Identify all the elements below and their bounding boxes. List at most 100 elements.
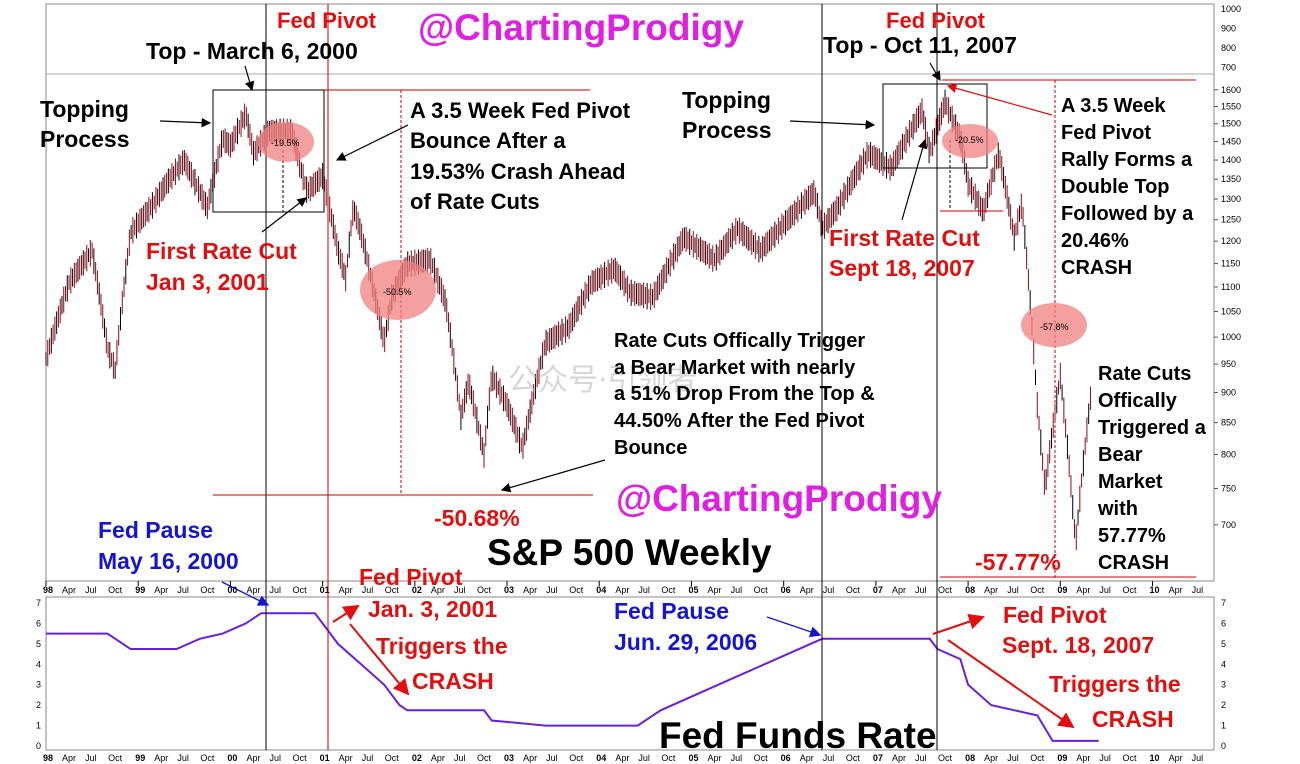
x-month-label-top: Jul xyxy=(85,585,97,595)
arrow-rally xyxy=(946,83,1053,116)
x-year-label-top: 01 xyxy=(320,585,330,595)
price-y-tick-label: 900 xyxy=(1221,388,1236,398)
pause-1-a: Fed Pause xyxy=(98,517,213,543)
handle-top: @ChartingProdigy xyxy=(418,7,744,48)
rate-y-tick-label-left: 7 xyxy=(36,598,41,608)
rally-line-1: A 3.5 Week xyxy=(1061,95,1166,117)
x-month-label-top: Apr xyxy=(431,585,445,595)
arrow-pause-2 xyxy=(766,616,822,638)
arrow-pivot-3 xyxy=(332,604,360,623)
price-y-tick-label: 1600 xyxy=(1221,85,1241,95)
first-cut-1-b: Jan 3, 2001 xyxy=(146,269,269,295)
x-month-label-bottom: Oct xyxy=(1030,753,1045,763)
x-month-label-bottom: Jul xyxy=(731,753,743,763)
x-month-label-top: Apr xyxy=(1169,585,1183,595)
price-y-tick-label: 850 xyxy=(1221,418,1236,428)
x-month-label-bottom: Oct xyxy=(938,753,953,763)
x-year-label-top: 08 xyxy=(965,585,975,595)
x-month-label-bottom: Oct xyxy=(846,753,861,763)
x-year-label-top: 07 xyxy=(873,585,883,595)
price-y-tick-label: 800 xyxy=(1221,450,1236,460)
first-cut-2-a: First Rate Cut xyxy=(829,225,980,251)
x-month-label-bottom: Oct xyxy=(477,753,492,763)
x-month-label-top: Oct xyxy=(569,585,584,595)
price-y-tick-label: 1500 xyxy=(1221,119,1241,129)
x-month-label-bottom: Apr xyxy=(523,753,537,763)
topping-2-b: Process xyxy=(682,117,772,143)
arrow-bounce xyxy=(335,124,409,161)
x-month-label-bottom: Apr xyxy=(431,753,445,763)
x-month-label-bottom: Jul xyxy=(638,753,650,763)
pivot-4-a: Fed Pivot xyxy=(1003,602,1107,628)
price-y-tick-label: 700 xyxy=(1221,63,1236,73)
pause-1-b: May 16, 2000 xyxy=(98,548,239,574)
x-month-label-top: Apr xyxy=(339,585,353,595)
pivot-3-b: Jan. 3, 2001 xyxy=(368,596,497,622)
trig-1-a: Triggers the xyxy=(376,633,508,659)
x-month-label-bottom: Jul xyxy=(85,753,97,763)
rate-y-tick-label-left: 5 xyxy=(36,639,41,649)
x-month-label-top: Jul xyxy=(731,585,743,595)
price-y-tick-label: 1000 xyxy=(1221,332,1241,342)
x-month-label-top: Apr xyxy=(892,585,906,595)
rally-line-2: Fed Pivot xyxy=(1061,122,1151,144)
x-year-label-top: 03 xyxy=(504,585,514,595)
rate-series xyxy=(46,612,1099,742)
x-month-label-bottom: Apr xyxy=(339,753,353,763)
topping-1-b: Process xyxy=(40,126,130,152)
bear2-line-3: Triggered a xyxy=(1098,417,1207,439)
trig-2-a: Triggers the xyxy=(1049,671,1181,697)
bear2-line-8: CRASH xyxy=(1098,552,1169,574)
x-month-label-bottom: Jul xyxy=(1192,753,1204,763)
rate-y-tick-label-right: 4 xyxy=(1221,659,1226,669)
price-y-tick-label: 1100 xyxy=(1221,282,1240,292)
price-y-tick-label: 1200 xyxy=(1221,236,1241,246)
price-y-tick-label: 1050 xyxy=(1221,306,1241,316)
arrow-first-cut-1 xyxy=(261,197,307,233)
arrow-topping-1 xyxy=(159,117,212,128)
price-y-tick-label: 1550 xyxy=(1221,101,1241,111)
x-year-label-bottom: 06 xyxy=(781,753,791,763)
pivot-3-a: Fed Pivot xyxy=(359,564,463,590)
bear-line-4: 44.50% After the Fed Pivot xyxy=(614,410,865,432)
x-month-label-top: Oct xyxy=(200,585,215,595)
x-month-label-bottom: Jul xyxy=(454,753,466,763)
x-month-label-top: Jul xyxy=(1192,585,1204,595)
price-y-tick-label: 1250 xyxy=(1221,215,1241,225)
rate-y-tick-label-right: 5 xyxy=(1221,639,1226,649)
x-month-label-top: Apr xyxy=(62,585,76,595)
x-month-label-top: Apr xyxy=(523,585,537,595)
bear-line-2: a Bear Market with nearly xyxy=(614,357,856,379)
rate-y-tick-label-left: 2 xyxy=(36,700,41,710)
x-month-label-top: Jul xyxy=(823,585,835,595)
x-year-label-top: 10 xyxy=(1150,585,1160,595)
arrow-topping-2 xyxy=(789,119,876,130)
arrow-top-2007 xyxy=(929,62,941,82)
x-month-label-top: Jul xyxy=(1099,585,1111,595)
bounce-line-4: of Rate Cuts xyxy=(410,189,540,214)
x-month-label-bottom: Jul xyxy=(1007,753,1019,763)
x-year-label-bottom: 98 xyxy=(43,753,53,763)
price-y-tick-label: 900 xyxy=(1221,24,1236,34)
pause-2-a: Fed Pause xyxy=(614,598,729,624)
x-month-label-bottom: Jul xyxy=(362,753,374,763)
x-month-label-top: Oct xyxy=(661,585,676,595)
oval-57-8-label: -57.8% xyxy=(1040,322,1069,332)
drop-57-77: -57.77% xyxy=(975,549,1061,575)
x-month-label-bottom: Apr xyxy=(800,753,814,763)
axis-ticks: 1600155015001450140013501300125012001150… xyxy=(36,4,1241,763)
rally-line-6: 20.46% xyxy=(1061,230,1129,252)
top-2000: Top - March 6, 2000 xyxy=(146,38,358,64)
bear-line-3: a 51% Drop From the Top & xyxy=(614,383,875,405)
price-y-tick-label: 950 xyxy=(1221,359,1236,369)
bear2-line-4: Bear xyxy=(1098,444,1143,466)
x-month-label-top: Oct xyxy=(846,585,861,595)
top-2007: Top - Oct 11, 2007 xyxy=(823,32,1017,58)
bear2-line-7: 57.77% xyxy=(1098,525,1166,547)
x-year-label-top: 06 xyxy=(781,585,791,595)
bear-line-5: Bounce xyxy=(614,437,687,459)
oval-20-5 xyxy=(942,124,998,158)
x-year-label-top: 02 xyxy=(412,585,422,595)
rally-line-3: Rally Forms a xyxy=(1061,149,1193,171)
